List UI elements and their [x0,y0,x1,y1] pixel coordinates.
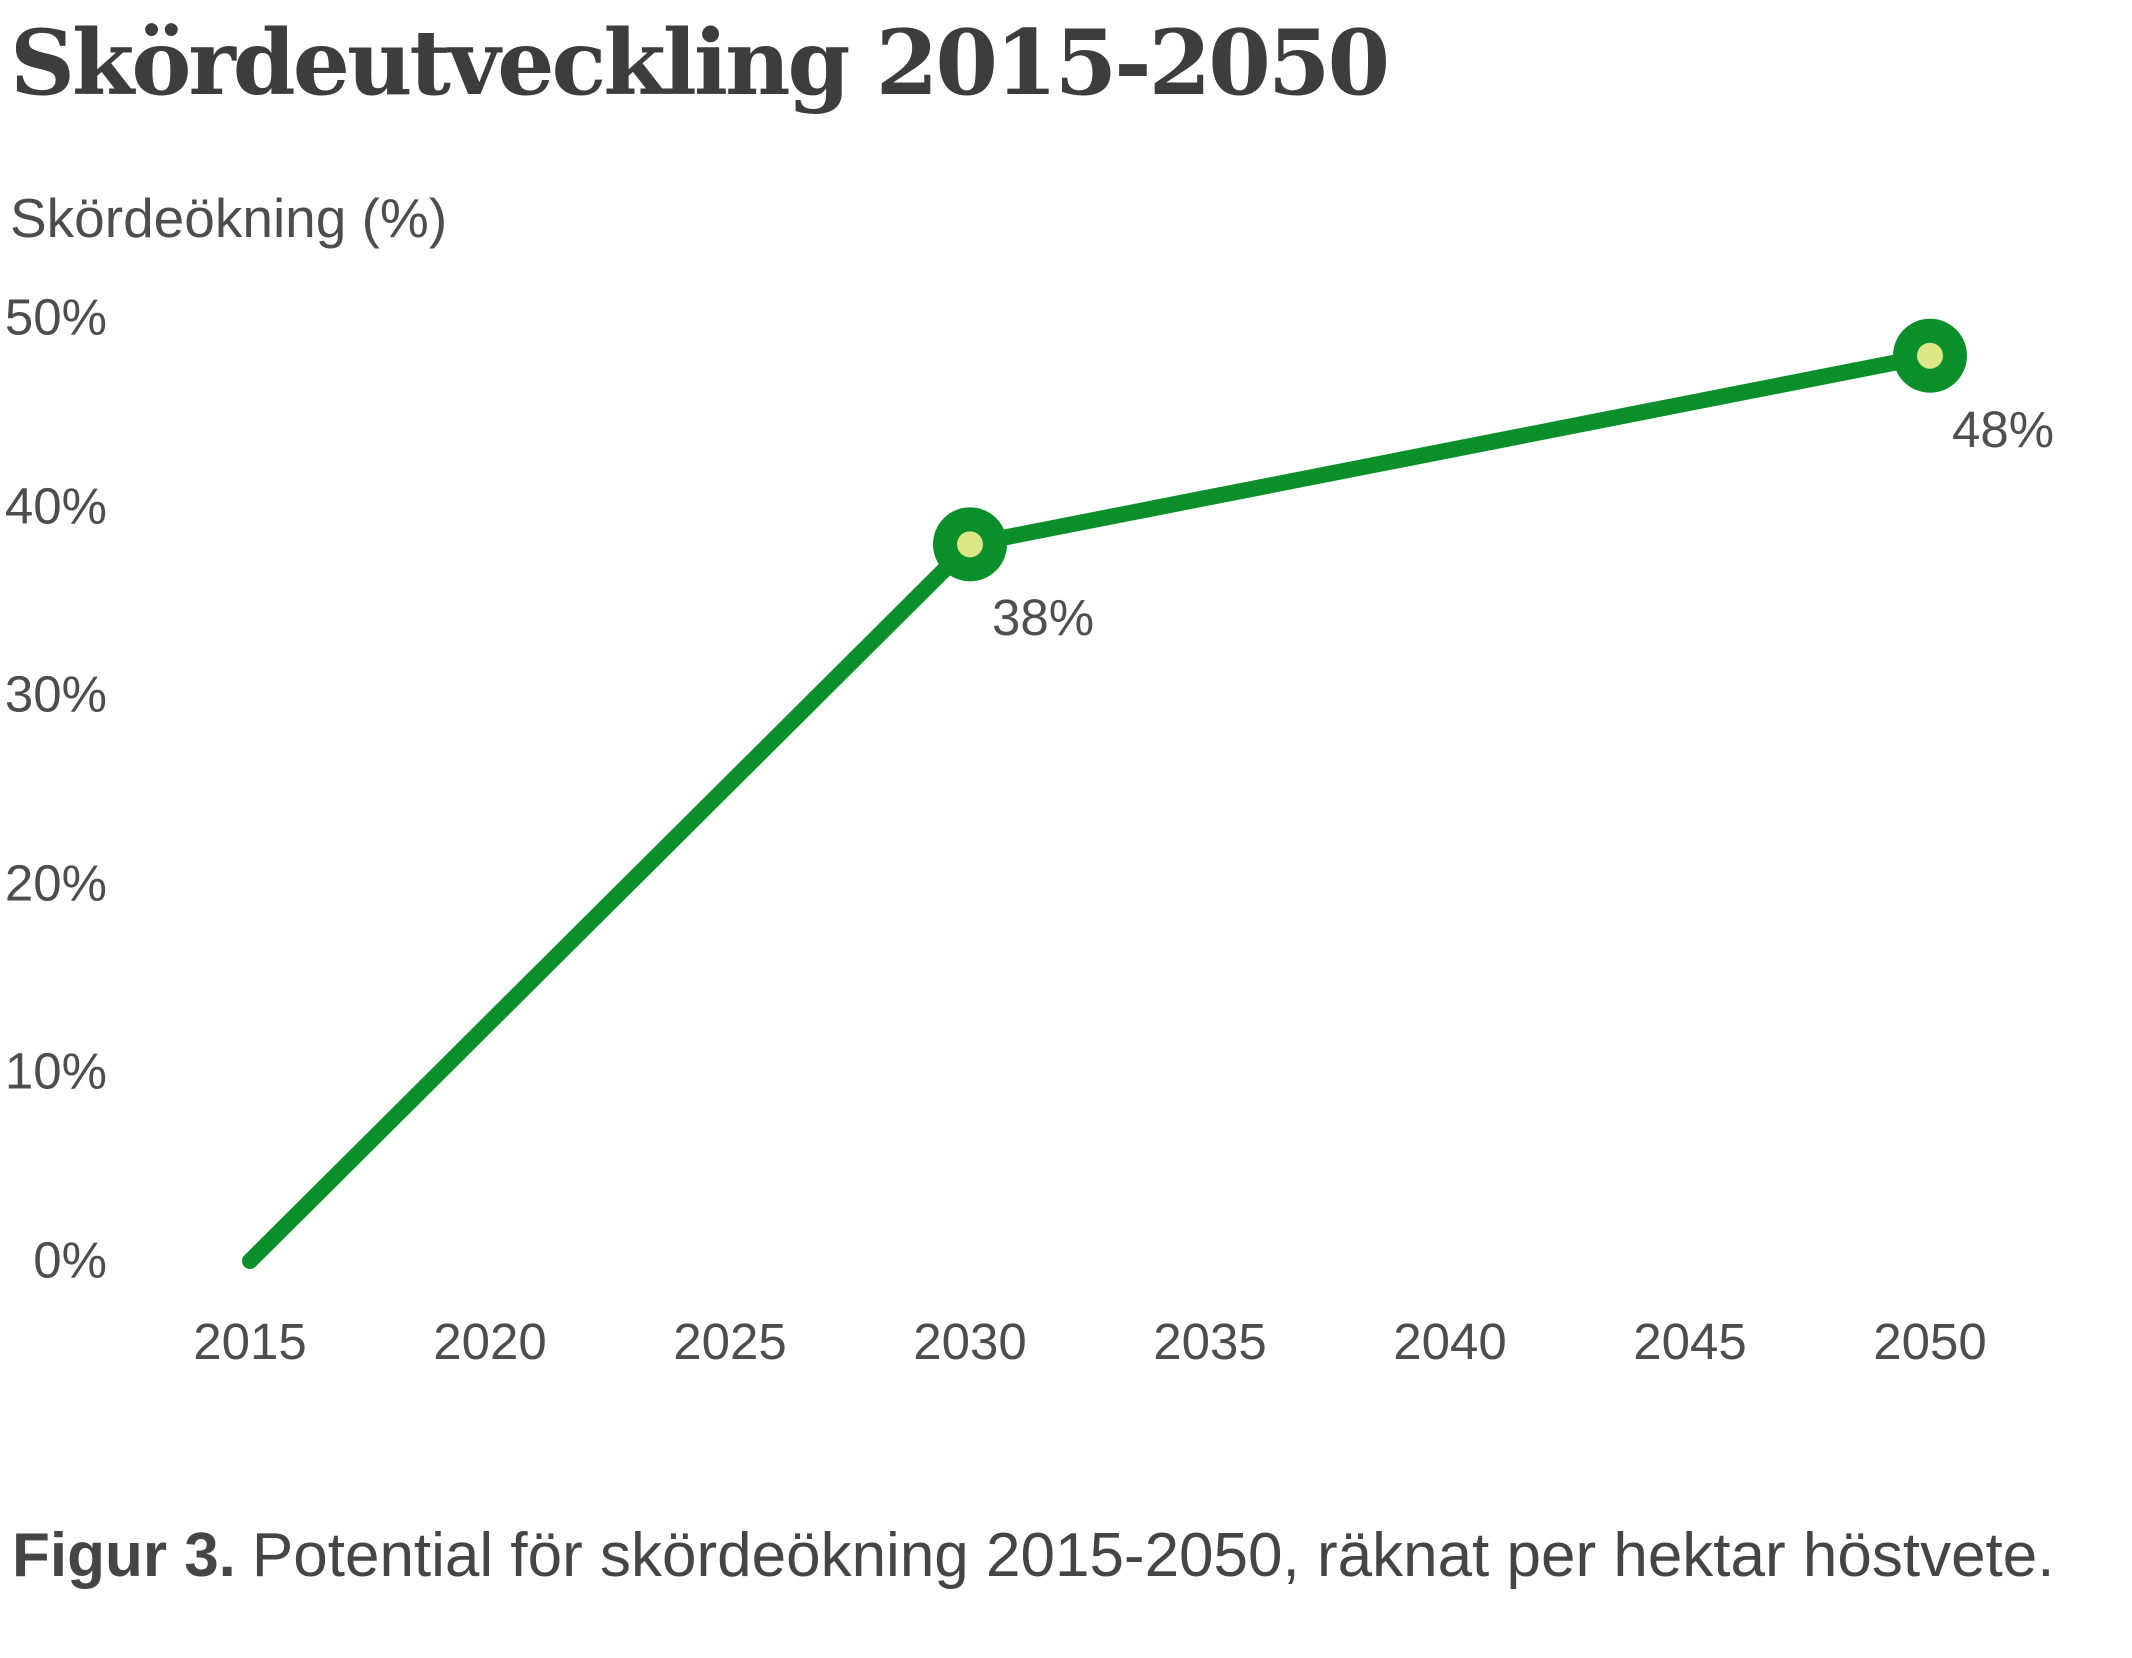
x-tick-label: 2035 [1153,1313,1267,1370]
y-tick-label: 20% [4,854,107,912]
x-tick-label: 2030 [913,1313,1027,1370]
x-tick-label: 2050 [1873,1313,1987,1370]
figure-caption: Figur 3. Potential för skördeökning 2015-… [12,1520,2054,1591]
data-point-marker-outer [933,507,1007,582]
y-tick-label: 0% [33,1231,107,1289]
x-tick-label: 2045 [1633,1313,1747,1370]
chart-title: Skördeutveckling 2015-2050 [10,10,1390,116]
y-tick-label: 40% [4,476,107,534]
y-tick-label: 30% [4,665,107,723]
x-tick-label: 2040 [1393,1313,1507,1370]
y-tick-label: 10% [4,1042,107,1100]
data-point-marker-outer [1893,318,1967,393]
figure-caption-number: Figur 3. [12,1521,236,1590]
figure-caption-text: Potential för skördeökning 2015-2050, rä… [251,1521,2055,1590]
data-point-value-label: 38% [992,589,1095,647]
data-point-value-label: 48% [1952,400,2055,458]
x-tick-label: 2020 [433,1313,547,1370]
data-point-marker-inner [957,531,983,558]
y-tick-label: 50% [4,288,107,346]
data-point-markers [933,318,1967,582]
data-point-marker-inner [1917,342,1943,369]
trend-line-path [242,347,1938,1269]
y-axis-title: Skördeökning (%) [10,187,448,249]
trend-line [242,347,1938,1269]
x-tick-label: 2015 [193,1313,307,1370]
x-tick-label: 2025 [673,1313,787,1370]
